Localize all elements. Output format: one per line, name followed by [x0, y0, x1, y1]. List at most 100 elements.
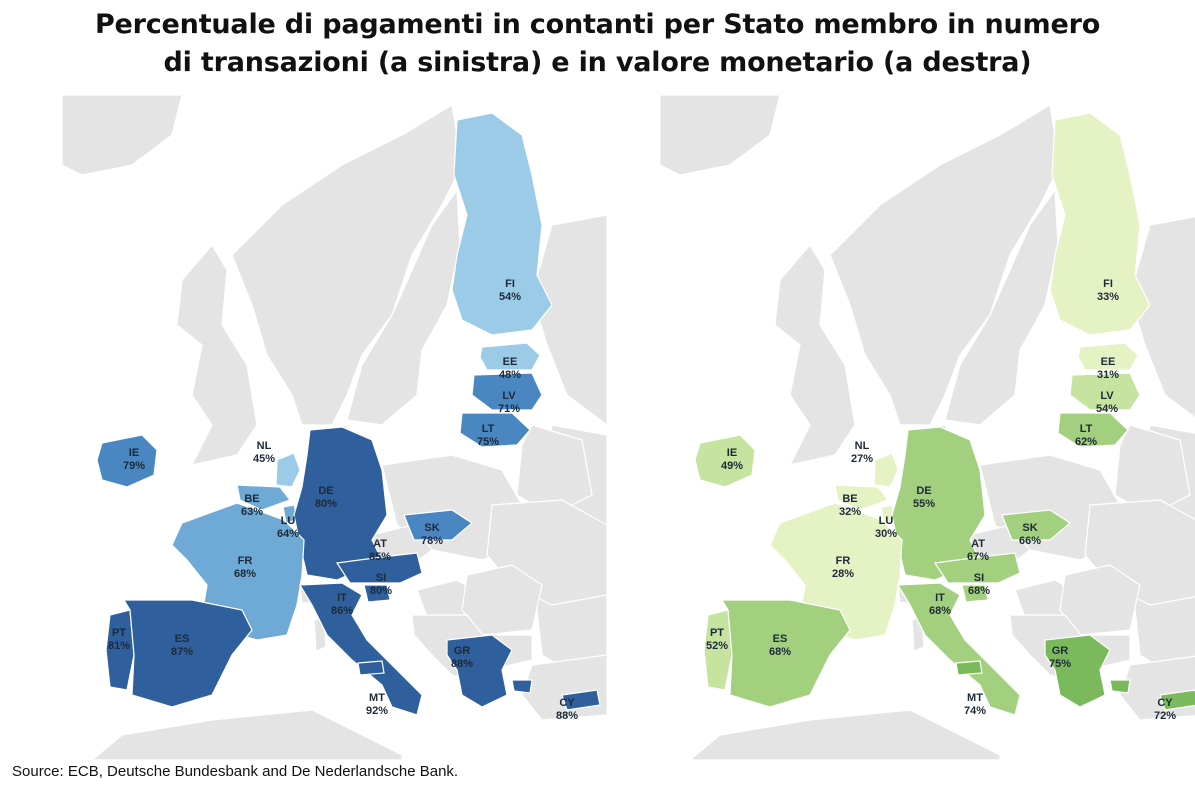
country-be[interactable]: [236, 484, 291, 511]
country-code-fr: FR: [836, 555, 851, 567]
country-lv[interactable]: [1069, 372, 1141, 411]
title-line-1: Percentuale di pagamenti in contanti per…: [94, 9, 1101, 40]
country-cy[interactable]: [561, 689, 601, 711]
country-fi[interactable]: [1049, 112, 1151, 336]
country-code-mt: MT: [369, 692, 385, 704]
country-value-mt: 74%: [964, 705, 986, 717]
country-lv[interactable]: [471, 372, 543, 411]
country-code-ie: IE: [727, 447, 737, 459]
country-code-lt: LT: [482, 423, 495, 435]
country-value-lu: 30%: [875, 528, 897, 540]
country-code-be: BE: [842, 493, 857, 505]
country-nl[interactable]: [873, 452, 899, 488]
country-code-sk: SK: [1022, 522, 1037, 534]
greenland-land: [660, 95, 781, 176]
country-it[interactable]: [298, 582, 423, 716]
source-note: Source: ECB, Deutsche Bundesbank and De …: [12, 763, 459, 780]
country-value-at: 85%: [369, 551, 391, 563]
country-code-ie: IE: [129, 447, 139, 459]
country-value-de: 80%: [315, 498, 337, 510]
country-code-de: DE: [916, 485, 931, 497]
country-code-ee: EE: [503, 356, 518, 368]
country-ie[interactable]: [694, 434, 756, 488]
country-value-pt: 81%: [108, 640, 130, 652]
country-at[interactable]: [335, 552, 423, 584]
country-si[interactable]: [961, 584, 989, 603]
country-value-fi: 54%: [499, 291, 521, 303]
country-be[interactable]: [834, 484, 889, 511]
country-code-sk: SK: [424, 522, 439, 534]
country-value-ee: 31%: [1097, 369, 1119, 381]
country-ie[interactable]: [96, 434, 158, 488]
country-code-gr: GR: [454, 645, 471, 657]
transactions-countries: [96, 112, 601, 716]
country-value-at: 67%: [967, 551, 989, 563]
country-value-lt: 75%: [477, 436, 499, 448]
title-line-2: di transazioni (a sinistra) e in valore …: [163, 47, 1032, 78]
country-sk[interactable]: [403, 509, 474, 541]
map-transactions: FI 54% EE 48% LV 71% LT 75% IE 79% NL 45% BE 63% LU 64%…: [62, 95, 607, 760]
country-value-cy: 72%: [1154, 710, 1176, 722]
country-value-si: 80%: [370, 585, 392, 597]
country-value-fr: 68%: [234, 568, 256, 580]
country-code-lu: LU: [879, 515, 894, 527]
country-value-it: 86%: [331, 605, 353, 617]
country-lt[interactable]: [1057, 412, 1129, 448]
country-code-it: IT: [935, 592, 945, 604]
country-code-pt: PT: [710, 627, 724, 639]
country-code-be: BE: [244, 493, 259, 505]
uk-land: [176, 243, 258, 466]
country-code-fi: FI: [505, 278, 515, 290]
country-ee[interactable]: [479, 342, 541, 371]
country-code-si: SI: [974, 572, 984, 584]
country-es[interactable]: [122, 599, 253, 708]
country-code-at: AT: [971, 538, 985, 550]
country-at[interactable]: [933, 552, 1021, 584]
country-value-ie: 79%: [123, 460, 145, 472]
country-value-it: 68%: [929, 605, 951, 617]
country-code-ee: EE: [1101, 356, 1116, 368]
sweden-land: [346, 188, 461, 426]
country-value-de: 55%: [913, 498, 935, 510]
country-it[interactable]: [896, 582, 1021, 716]
country-value-lv: 71%: [498, 403, 520, 415]
country-es[interactable]: [720, 599, 851, 708]
sweden-land: [944, 188, 1059, 426]
country-code-lv: LV: [1100, 390, 1114, 402]
country-fi[interactable]: [451, 112, 553, 336]
country-code-fi: FI: [1103, 278, 1113, 290]
transactions-background-land: [62, 95, 607, 760]
country-code-fr: FR: [238, 555, 253, 567]
country-cy[interactable]: [1159, 689, 1195, 711]
country-nl[interactable]: [275, 452, 301, 488]
country-value-sk: 78%: [421, 535, 443, 547]
country-value-lu: 64%: [277, 528, 299, 540]
country-value-nl: 27%: [851, 453, 873, 465]
country-gr[interactable]: [446, 634, 533, 708]
country-value-cy: 88%: [556, 710, 578, 722]
country-mt[interactable]: [955, 660, 983, 676]
country-code-es: ES: [773, 633, 788, 645]
country-code-cy: CY: [1157, 697, 1173, 709]
country-value-es: 87%: [171, 646, 193, 658]
country-value-lv: 54%: [1096, 403, 1118, 415]
country-code-it: IT: [337, 592, 347, 604]
country-gr[interactable]: [1044, 634, 1131, 708]
country-value-be: 63%: [241, 506, 263, 518]
country-value-ie: 49%: [721, 460, 743, 472]
country-si[interactable]: [363, 584, 391, 603]
country-ee[interactable]: [1077, 342, 1139, 371]
country-lt[interactable]: [459, 412, 531, 448]
country-value-be: 32%: [839, 506, 861, 518]
country-sk[interactable]: [1001, 509, 1072, 541]
country-code-gr: GR: [1052, 645, 1069, 657]
romania-land: [1059, 564, 1141, 636]
russia-land: [531, 214, 607, 426]
country-value-fr: 28%: [832, 568, 854, 580]
country-value-ee: 48%: [499, 369, 521, 381]
country-mt[interactable]: [357, 660, 385, 676]
country-code-de: DE: [318, 485, 333, 497]
